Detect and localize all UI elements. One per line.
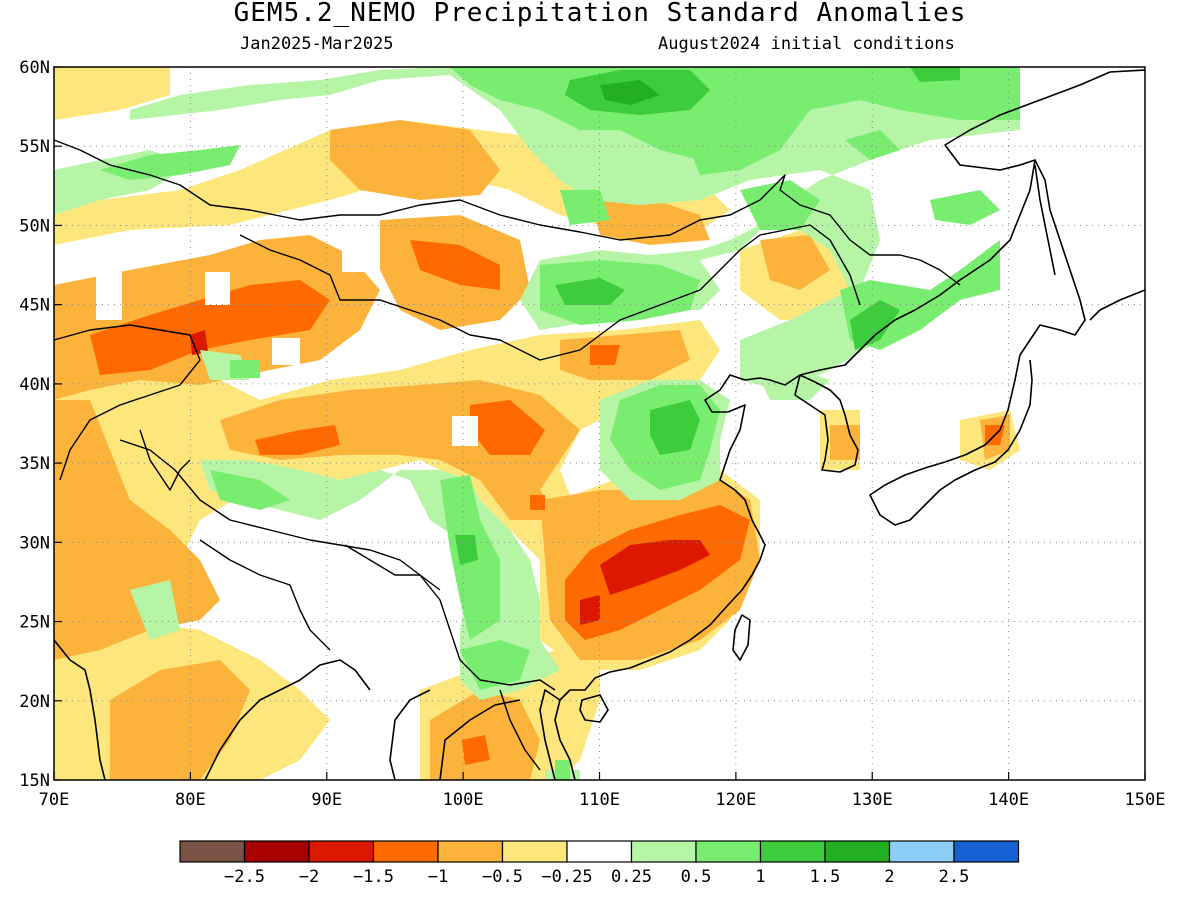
lat-tick-label: 15N [19,771,50,791]
lat-tick-label: 50N [19,216,50,236]
colorbar-swatch [179,840,246,863]
lon-tick-label: 150E [1125,790,1166,810]
colorbar-swatch [759,840,826,863]
lat-tick-label: 25N [19,613,50,633]
colorbar-label: 2.5 [939,867,970,887]
anomaly-layer-very-strong-dry [190,330,710,625]
colorbar-label: −0.25 [541,867,592,887]
lon-tick-label: 140E [988,790,1029,810]
lon-tick-label: 130E [852,790,893,810]
colorbar-swatch [308,840,375,863]
national-borders [53,139,961,771]
colorbar: −2.5 −2 −1.5 −1 −0.5 −0.25 0.25 0.5 1 1.5 2 2.5 [179,840,1020,887]
lon-tick-label: 110E [579,790,620,810]
coastlines [53,69,1146,781]
colorbar-label: −2 [299,867,319,887]
colorbar-swatch [695,840,762,863]
colorbar-label: 1.5 [810,867,841,887]
colorbar-label: 0.25 [611,867,652,887]
lon-tick-label: 80E [175,790,206,810]
colorbar-swatch [243,840,310,863]
anomaly-layer-very-strong-wet [600,80,660,105]
lon-tick-label: 100E [443,790,484,810]
colorbar-swatch [888,840,955,863]
lon-tick-label: 120E [715,790,756,810]
colorbar-swatch [437,840,504,863]
colorbar-swatch [501,840,568,863]
colorbar-swatch [824,840,891,863]
map-subtitle-initial-conditions: August2024 initial conditions [658,34,955,54]
colorbar-label: −1.5 [353,867,394,887]
colorbar-label: −1 [428,867,448,887]
missing-data-patches [96,67,1145,780]
colorbar-label: −2.5 [224,867,265,887]
anomaly-fields [54,67,1145,780]
colorbar-swatch [953,840,1020,863]
map-subtitle-period: Jan2025-Mar2025 [240,34,394,54]
lat-tick-label: 55N [19,137,50,157]
map-title: GEM5.2_NEMO Precipitation Standard Anoma… [233,0,967,28]
colorbar-swatch [566,840,633,863]
lat-tick-label: 60N [19,58,50,78]
colorbar-swatch [372,840,439,863]
lon-tick-label: 70E [39,790,70,810]
map-gridlines [54,67,1145,780]
lat-tick-label: 30N [19,533,50,553]
latitude-axis: 60N 55N 50N 45N 40N 35N 30N 25N 20N 15N [19,58,62,791]
lat-tick-label: 20N [19,692,50,712]
longitude-axis: 70E 80E 90E 100E 110E 120E 130E 140E 150E [39,772,1166,810]
colorbar-label: 0.5 [681,867,712,887]
colorbar-label: 2 [884,867,894,887]
lat-tick-label: 40N [19,375,50,395]
lon-tick-label: 90E [311,790,342,810]
colorbar-swatch [630,840,697,863]
lat-tick-label: 45N [19,296,50,316]
colorbar-label: −0.5 [482,867,523,887]
colorbar-label: 1 [755,867,765,887]
lat-tick-label: 35N [19,454,50,474]
